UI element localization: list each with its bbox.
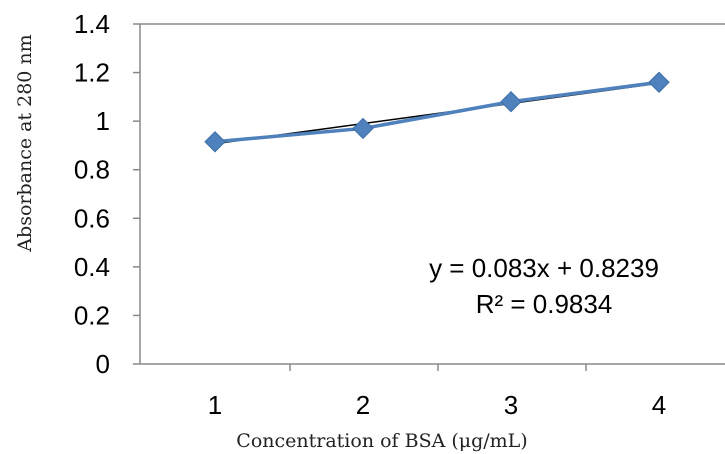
y-tick-label: 0.4 <box>74 252 110 282</box>
data-point-marker <box>352 117 374 140</box>
series-layer <box>214 80 660 144</box>
y-tick-label: 1.2 <box>74 58 110 88</box>
data-point-marker <box>648 71 670 93</box>
r-squared-annotation: R² = 0.9834 <box>476 289 613 319</box>
x-tick-label: 2 <box>356 390 370 420</box>
x-tick-label: 3 <box>504 390 518 420</box>
y-tick-label: 0.2 <box>74 300 110 330</box>
y-axis-title: Absorbance at 280 nm <box>14 34 36 252</box>
plot-area <box>139 23 725 365</box>
x-axis-ticks: 1 2 3 4 <box>208 364 666 420</box>
y-tick-label: 0 <box>96 349 110 379</box>
y-tick-label: 1.4 <box>74 9 110 39</box>
series-line <box>214 80 660 144</box>
x-axis-title: Concentration of BSA (μg/mL) <box>236 430 527 452</box>
y-axis-ticks: 0 0.2 0.4 0.6 0.8 1 1.2 1.4 <box>74 9 140 379</box>
y-tick-label: 1 <box>96 106 110 136</box>
x-tick-label: 1 <box>208 390 222 420</box>
x-tick-label: 4 <box>652 390 666 420</box>
equation-annotation: y = 0.083x + 0.8239 <box>429 253 659 283</box>
y-tick-label: 0.8 <box>74 155 110 185</box>
y-tick-label: 0.6 <box>74 203 110 233</box>
data-point-marker <box>204 131 226 153</box>
data-point-marker <box>500 91 522 113</box>
marker-layer <box>204 71 670 153</box>
